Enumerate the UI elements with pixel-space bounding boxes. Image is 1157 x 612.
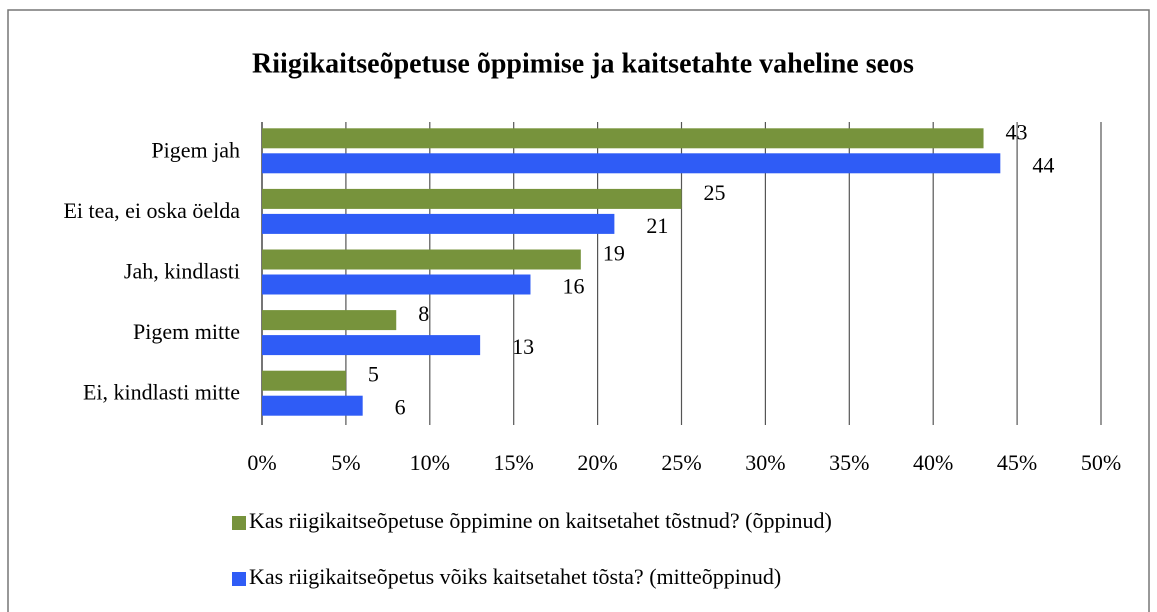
y-tick-label: Ei, kindlasti mitte: [83, 380, 240, 405]
bar: [262, 335, 481, 356]
bar: [262, 213, 615, 234]
chart-frame: [7, 9, 1150, 612]
bar: [262, 128, 984, 149]
data-label: 19: [603, 241, 625, 266]
legend-swatch: [232, 572, 246, 586]
bar: [262, 188, 682, 209]
bar: [262, 249, 581, 270]
data-label: 25: [704, 180, 726, 205]
x-tick-label: 20%: [577, 450, 617, 475]
bar: [262, 274, 531, 295]
data-label: 44: [1032, 152, 1054, 177]
x-tick-label: 45%: [997, 450, 1037, 475]
x-tick-label: 5%: [331, 450, 360, 475]
data-label: 43: [1006, 119, 1028, 144]
x-tick-label: 35%: [829, 450, 869, 475]
x-tick-label: 0%: [247, 450, 276, 475]
data-label: 13: [512, 334, 534, 359]
y-tick-label: Pigem mitte: [133, 319, 240, 344]
chart-title: Riigikaitseõpetuse õppimise ja kaitsetah…: [252, 48, 914, 79]
bar: [262, 153, 1001, 174]
y-tick-label: Pigem jah: [151, 137, 240, 162]
x-tick-label: 40%: [913, 450, 953, 475]
x-tick-label: 30%: [745, 450, 785, 475]
x-tick-label: 10%: [410, 450, 450, 475]
x-tick-label: 15%: [494, 450, 534, 475]
data-label: 8: [418, 301, 429, 326]
legend-swatch: [232, 516, 246, 530]
data-label: 16: [562, 274, 584, 299]
bar: [262, 310, 397, 331]
data-label: 21: [646, 213, 668, 238]
y-tick-label: Jah, kindlasti: [124, 259, 240, 284]
legend-label: Kas riigikaitseõpetus võiks kaitsetahet …: [249, 564, 781, 589]
bar: [262, 370, 346, 391]
x-tick-label: 50%: [1081, 450, 1121, 475]
y-tick-label: Ei tea, ei oska öelda: [63, 198, 240, 223]
data-label: 5: [368, 362, 379, 387]
legend-label: Kas riigikaitseõpetuse õppimine on kaits…: [249, 508, 832, 533]
x-tick-label: 25%: [661, 450, 701, 475]
bar: [262, 395, 363, 416]
data-label: 6: [395, 395, 406, 420]
